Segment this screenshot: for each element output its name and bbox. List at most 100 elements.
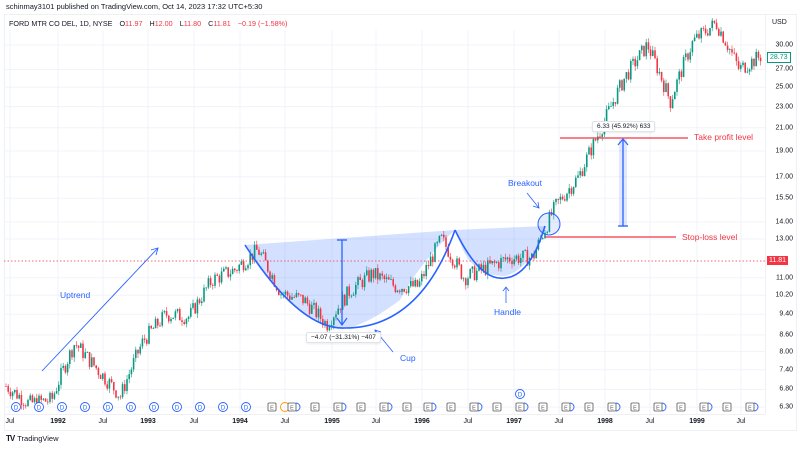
earnings-marker[interactable] xyxy=(630,402,640,412)
cup-curve[interactable] xyxy=(244,229,456,329)
svg-text:D: D xyxy=(518,393,523,399)
price-tick: 15.50 xyxy=(775,194,793,202)
stop-loss-label: Stop-loss level xyxy=(682,232,738,242)
dividend-marker[interactable] xyxy=(241,402,251,412)
take-profit-label: Take profit level xyxy=(694,132,754,142)
currency-label: USD xyxy=(772,19,787,26)
svg-text:E: E xyxy=(270,405,274,411)
time-tick: 1996 xyxy=(414,418,430,425)
price-tick: 23.00 xyxy=(775,103,793,111)
earnings-marker[interactable] xyxy=(699,402,709,412)
svg-text:E: E xyxy=(633,405,637,411)
close-value: 11.81 xyxy=(213,19,231,28)
earnings-marker[interactable] xyxy=(515,402,525,412)
dividend-marker[interactable] xyxy=(126,402,136,412)
price-tick: 27.00 xyxy=(775,65,793,73)
dividend-marker[interactable] xyxy=(149,402,159,412)
price-tick: 7.40 xyxy=(779,366,793,374)
dividend-marker[interactable] xyxy=(218,402,228,412)
earnings-marker[interactable] xyxy=(722,402,732,412)
dividend-marker[interactable] xyxy=(80,402,90,412)
svg-text:E: E xyxy=(679,405,683,411)
publisher-line: schinmay3101 published on TradingView.co… xyxy=(6,2,263,11)
price-tick: 14.00 xyxy=(775,218,793,226)
cup-label: Cup xyxy=(400,353,416,363)
dividend-marker[interactable] xyxy=(172,402,182,412)
breakout-label: Breakout xyxy=(508,178,543,188)
earnings-marker[interactable] xyxy=(653,402,663,412)
earnings-marker[interactable] xyxy=(676,402,686,412)
earnings-marker[interactable] xyxy=(356,402,366,412)
tradingview-brand[interactable]: TV TradingView xyxy=(6,434,59,443)
current-price-tag: 11.81 xyxy=(767,256,788,265)
price-tick: 13.00 xyxy=(775,235,793,243)
uptrend-arrow[interactable] xyxy=(41,247,159,372)
earnings-marker[interactable] xyxy=(561,402,571,412)
price-tick: 25.00 xyxy=(775,83,793,91)
time-tick: Jul xyxy=(371,418,381,425)
chart-frame xyxy=(4,14,797,431)
time-tick: 1998 xyxy=(597,418,613,425)
svg-text:E: E xyxy=(564,405,568,411)
price-axis[interactable]: 30.00 27.00 25.00 23.00 21.00 19.00 17.00 15.50… xyxy=(765,14,796,414)
svg-text:E: E xyxy=(725,405,729,411)
price-tick: 9.40 xyxy=(779,310,793,318)
price-tick: 21.00 xyxy=(775,124,793,132)
time-tick: Jul xyxy=(5,418,15,425)
earnings-marker[interactable] xyxy=(379,402,389,412)
event-markers: D D D D D D D D D D DDE E E E E E E E E E E E E E E E E E E E E E xyxy=(11,389,759,412)
time-tick: Jul xyxy=(280,418,290,425)
earnings-marker[interactable] xyxy=(446,402,456,412)
low-value: 11.80 xyxy=(183,19,202,28)
uptrend-label: Uptrend xyxy=(60,290,91,300)
time-tick: Jul xyxy=(645,418,655,425)
svg-text:E: E xyxy=(587,405,591,411)
breakout-circle[interactable] xyxy=(537,212,561,236)
cup-fill xyxy=(245,230,455,329)
earnings-marker[interactable] xyxy=(492,402,502,412)
time-tick: Jul xyxy=(736,418,746,425)
earnings-marker[interactable] xyxy=(423,402,433,412)
svg-text:D: D xyxy=(106,406,111,412)
svg-text:D: D xyxy=(198,406,203,412)
dividend-marker[interactable] xyxy=(195,402,205,412)
dividend-marker[interactable] xyxy=(34,402,44,412)
svg-text:D: D xyxy=(14,406,19,412)
dividend-marker[interactable] xyxy=(57,402,67,412)
earnings-marker[interactable] xyxy=(607,402,617,412)
tradingview-logo-icon: TV xyxy=(6,434,15,443)
svg-text:E: E xyxy=(541,405,545,411)
svg-text:E: E xyxy=(336,405,340,411)
svg-text:D: D xyxy=(175,406,180,412)
svg-text:E: E xyxy=(426,405,430,411)
earnings-marker[interactable] xyxy=(287,402,297,412)
svg-text:E: E xyxy=(495,405,499,411)
svg-text:D: D xyxy=(83,406,88,412)
time-tick: 1995 xyxy=(324,418,340,425)
open-value: 11.97 xyxy=(125,19,143,28)
time-tick: 1992 xyxy=(50,418,66,425)
earnings-marker[interactable] xyxy=(745,402,755,412)
time-axis[interactable]: Jul 1992 Jul 1993 Jul 1994 Jul 1995 Jul 1996 Jul 19… xyxy=(4,414,765,429)
handle-curve[interactable] xyxy=(454,225,546,279)
price-tick: 6.30 xyxy=(779,403,793,411)
svg-text:D: D xyxy=(129,406,134,412)
earnings-marker[interactable] xyxy=(538,402,548,412)
earnings-marker[interactable] xyxy=(310,402,320,412)
price-candles xyxy=(5,17,762,411)
time-tick: Jul xyxy=(98,418,108,425)
dividend-marker[interactable] xyxy=(11,402,21,412)
handle-fill xyxy=(455,226,545,276)
earnings-marker[interactable] xyxy=(584,402,594,412)
svg-text:E: E xyxy=(748,405,752,411)
earnings-marker[interactable] xyxy=(333,402,343,412)
earnings-marker[interactable] xyxy=(267,402,277,412)
svg-text:E: E xyxy=(656,405,660,411)
time-tick: 1993 xyxy=(140,418,156,425)
dividend-marker[interactable] xyxy=(103,402,113,412)
earnings-marker[interactable] xyxy=(469,402,479,412)
brand-name: TradingView xyxy=(17,434,59,443)
earnings-marker[interactable] xyxy=(402,402,412,412)
svg-text:D: D xyxy=(60,406,65,412)
